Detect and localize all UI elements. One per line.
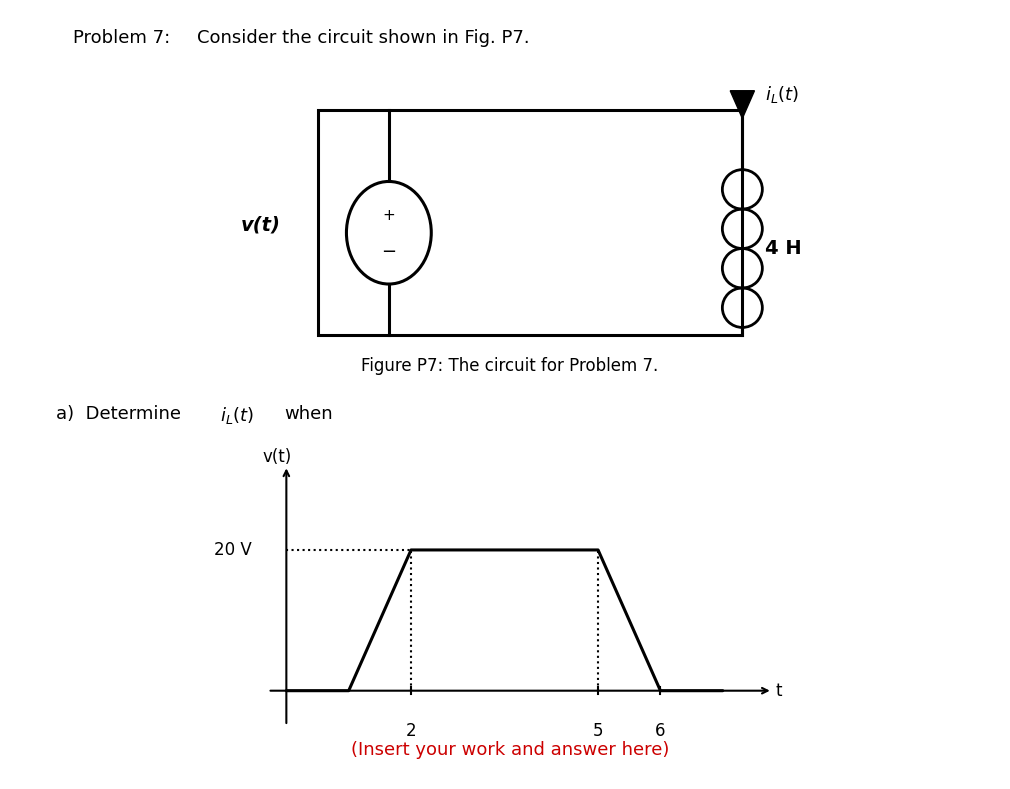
Text: 5: 5 — [593, 723, 603, 740]
Text: 20 V: 20 V — [214, 541, 252, 559]
Text: 4 H: 4 H — [765, 239, 801, 258]
Text: Figure P7: The circuit for Problem 7.: Figure P7: The circuit for Problem 7. — [362, 357, 659, 375]
Text: Problem 7:: Problem 7: — [73, 29, 170, 47]
Text: −: − — [382, 244, 396, 261]
Text: 6: 6 — [655, 723, 666, 740]
Text: t: t — [776, 682, 783, 700]
Bar — [318, 110, 742, 335]
Text: 2: 2 — [406, 723, 416, 740]
Text: a)  Determine: a) Determine — [56, 405, 186, 423]
Text: $i_L(t)$: $i_L(t)$ — [765, 84, 799, 105]
Text: when: when — [284, 405, 332, 423]
Text: Consider the circuit shown in Fig. P7.: Consider the circuit shown in Fig. P7. — [197, 29, 529, 47]
Text: $\it{i}_L(t)$: $\it{i}_L(t)$ — [220, 405, 255, 426]
Polygon shape — [730, 91, 754, 118]
Text: v(t): v(t) — [263, 447, 292, 466]
Text: (Insert your work and answer here): (Insert your work and answer here) — [350, 741, 670, 759]
Text: v(t): v(t) — [241, 215, 281, 234]
Text: +: + — [383, 208, 395, 223]
